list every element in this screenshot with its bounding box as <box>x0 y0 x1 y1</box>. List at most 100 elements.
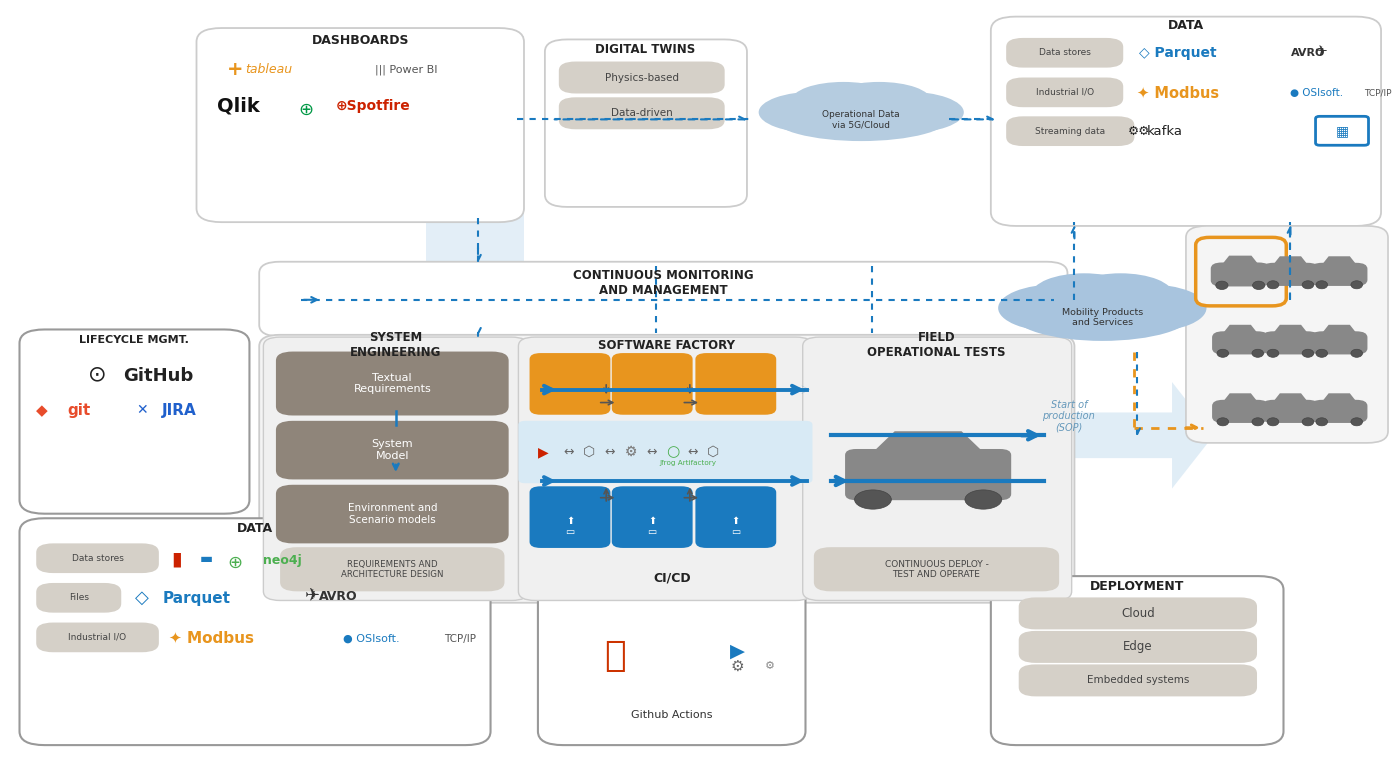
Text: TCP/IP: TCP/IP <box>445 634 476 644</box>
Text: ⬆
▭: ⬆ ▭ <box>731 516 741 537</box>
FancyBboxPatch shape <box>36 583 122 613</box>
Ellipse shape <box>998 284 1116 332</box>
Text: REQUIREMENTS AND
ARCHITECTURE DESIGN: REQUIREMENTS AND ARCHITECTURE DESIGN <box>342 559 444 579</box>
Text: +: + <box>227 60 244 79</box>
Text: CI/CD: CI/CD <box>652 572 690 585</box>
Text: Jfrog Artifactory: Jfrog Artifactory <box>659 460 717 466</box>
FancyBboxPatch shape <box>1019 597 1257 630</box>
Text: JIRA: JIRA <box>161 403 196 419</box>
Text: ⚙: ⚙ <box>624 445 637 459</box>
FancyBboxPatch shape <box>20 518 490 745</box>
Ellipse shape <box>759 92 875 133</box>
FancyBboxPatch shape <box>1007 116 1134 146</box>
FancyBboxPatch shape <box>991 576 1284 745</box>
Text: ⬆
▭: ⬆ ▭ <box>566 516 574 537</box>
Ellipse shape <box>1253 281 1264 290</box>
FancyBboxPatch shape <box>259 262 1067 336</box>
FancyBboxPatch shape <box>1019 631 1257 663</box>
Ellipse shape <box>1351 349 1362 358</box>
Text: ▮: ▮ <box>171 550 182 569</box>
Text: Industrial I/O: Industrial I/O <box>1036 88 1093 97</box>
Text: FIELD
OPERATIONAL TESTS: FIELD OPERATIONAL TESTS <box>867 332 1005 359</box>
FancyBboxPatch shape <box>1263 263 1319 286</box>
Ellipse shape <box>771 93 951 141</box>
Ellipse shape <box>965 490 1002 509</box>
FancyBboxPatch shape <box>263 337 528 601</box>
Text: System
Model: System Model <box>371 439 413 461</box>
Text: ⊕Spotfire: ⊕Spotfire <box>336 99 410 113</box>
Ellipse shape <box>1316 418 1327 426</box>
Ellipse shape <box>1012 286 1193 341</box>
Polygon shape <box>1322 325 1357 333</box>
FancyBboxPatch shape <box>20 329 249 513</box>
Text: ● OSIsoft.: ● OSIsoft. <box>1291 88 1344 98</box>
Ellipse shape <box>1252 349 1264 358</box>
FancyBboxPatch shape <box>559 97 725 129</box>
Text: ⊕: ⊕ <box>298 102 314 119</box>
Text: Data-driven: Data-driven <box>610 108 672 118</box>
Text: Edge: Edge <box>1123 640 1152 653</box>
Ellipse shape <box>1267 349 1278 358</box>
FancyBboxPatch shape <box>1212 400 1268 423</box>
Text: Cloud: Cloud <box>1121 607 1155 620</box>
Text: Industrial I/O: Industrial I/O <box>69 633 126 642</box>
Text: AVRO: AVRO <box>1291 48 1324 58</box>
FancyBboxPatch shape <box>538 568 805 745</box>
Text: ↔: ↔ <box>687 445 697 458</box>
FancyBboxPatch shape <box>1211 263 1270 286</box>
Ellipse shape <box>1267 418 1278 426</box>
Polygon shape <box>1224 393 1257 401</box>
Ellipse shape <box>1032 274 1137 316</box>
Text: ▶: ▶ <box>538 445 549 459</box>
Text: ✕: ✕ <box>137 403 148 417</box>
FancyBboxPatch shape <box>427 36 524 599</box>
Text: Parquet: Parquet <box>162 591 231 606</box>
Text: ⬡: ⬡ <box>582 445 595 459</box>
FancyBboxPatch shape <box>276 351 508 416</box>
Ellipse shape <box>1267 280 1278 289</box>
Ellipse shape <box>1252 418 1264 426</box>
Ellipse shape <box>823 83 899 112</box>
Ellipse shape <box>854 490 892 509</box>
Text: ⚙: ⚙ <box>764 661 776 671</box>
FancyBboxPatch shape <box>1196 238 1287 306</box>
Text: TCP/IP: TCP/IP <box>1365 88 1392 97</box>
Text: ↔: ↔ <box>563 445 574 458</box>
FancyBboxPatch shape <box>259 335 1074 603</box>
Text: AVRO: AVRO <box>319 590 358 603</box>
Text: neo4j: neo4j <box>263 554 302 567</box>
Text: ||| Power BI: ||| Power BI <box>375 65 437 75</box>
Text: ⊕: ⊕ <box>227 554 242 572</box>
Ellipse shape <box>1302 280 1313 289</box>
Text: DEPLOYMENT: DEPLOYMENT <box>1091 580 1184 593</box>
FancyBboxPatch shape <box>991 17 1380 226</box>
Text: Data stores: Data stores <box>1039 48 1091 57</box>
Text: Environment and
Scenario models: Environment and Scenario models <box>347 503 437 525</box>
Text: Github Actions: Github Actions <box>631 711 713 720</box>
Polygon shape <box>1274 393 1308 401</box>
Text: Data stores: Data stores <box>71 554 123 563</box>
Text: git: git <box>67 403 90 419</box>
Ellipse shape <box>1068 274 1173 316</box>
Text: ↔: ↔ <box>605 445 616 458</box>
FancyBboxPatch shape <box>696 353 776 415</box>
Text: ⚙⚙: ⚙⚙ <box>1127 125 1149 138</box>
Text: Start of
production
(SOP): Start of production (SOP) <box>1043 400 1095 433</box>
Text: tableau: tableau <box>245 63 293 76</box>
Text: ⬡: ⬡ <box>707 445 718 459</box>
Text: DIGITAL TWINS: DIGITAL TWINS <box>595 43 696 56</box>
Ellipse shape <box>1215 281 1228 290</box>
Text: Operational Data
via 5G/Cloud: Operational Data via 5G/Cloud <box>822 111 900 130</box>
Ellipse shape <box>1302 418 1313 426</box>
Text: ◇ Parquet: ◇ Parquet <box>1138 46 1217 60</box>
Text: ✦ Modbus: ✦ Modbus <box>1137 86 1219 100</box>
FancyBboxPatch shape <box>1186 226 1387 443</box>
Text: SOFTWARE FACTORY: SOFTWARE FACTORY <box>598 339 735 352</box>
FancyBboxPatch shape <box>1310 400 1368 423</box>
Text: Mobility Products
and Services: Mobility Products and Services <box>1061 308 1142 327</box>
FancyBboxPatch shape <box>1310 263 1368 286</box>
Text: DATA: DATA <box>237 522 273 535</box>
FancyBboxPatch shape <box>1019 665 1257 696</box>
FancyBboxPatch shape <box>196 28 524 222</box>
Text: GitHub: GitHub <box>123 367 193 385</box>
